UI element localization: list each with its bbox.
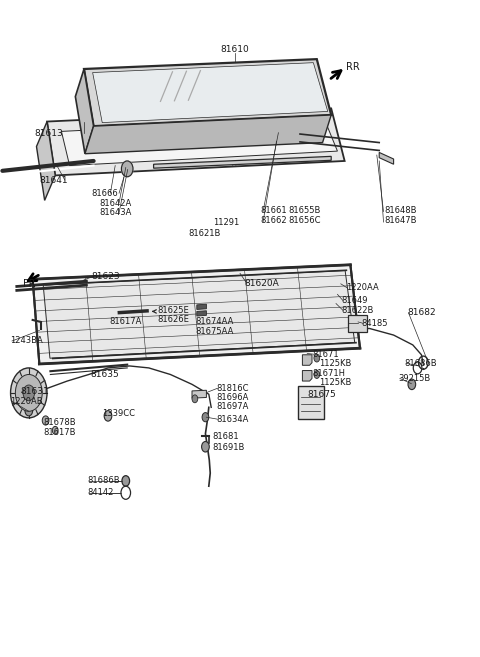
Text: 81643A: 81643A [100,208,132,217]
Polygon shape [61,118,337,166]
Text: 81697A: 81697A [216,402,248,411]
Circle shape [15,374,42,411]
Text: 81613: 81613 [35,129,63,138]
Polygon shape [154,156,331,168]
Text: 81649: 81649 [342,296,368,305]
Text: 81671: 81671 [312,350,338,359]
Bar [298,386,324,419]
Text: 81675: 81675 [307,390,336,399]
Text: 81666: 81666 [91,189,118,198]
Polygon shape [197,304,206,309]
Text: 81634A: 81634A [216,415,248,424]
Text: 81674AA: 81674AA [196,317,234,327]
Text: 1220AB: 1220AB [11,397,43,406]
Text: 81675AA: 81675AA [196,327,234,336]
Text: 81641: 81641 [39,175,68,185]
Polygon shape [192,390,206,398]
Text: 81622B: 81622B [342,306,374,315]
Text: FR: FR [23,279,36,290]
Circle shape [408,379,416,390]
Text: 81625E: 81625E [157,306,189,315]
Text: 81617B: 81617B [43,428,76,437]
Circle shape [104,411,112,421]
Circle shape [202,413,209,422]
Polygon shape [75,69,94,154]
Circle shape [192,395,198,403]
Text: 1125KB: 1125KB [319,359,351,368]
Polygon shape [47,108,345,175]
Text: 81656C: 81656C [288,216,321,225]
Circle shape [314,354,320,362]
Polygon shape [36,122,55,200]
Text: 81655B: 81655B [288,206,320,215]
Text: 81681: 81681 [213,432,239,441]
Text: RR: RR [346,62,360,72]
Polygon shape [85,115,331,154]
Text: 81662: 81662 [261,216,287,225]
Circle shape [122,476,130,486]
Circle shape [121,161,133,177]
Text: 1339CC: 1339CC [102,409,135,418]
Text: 81621B: 81621B [189,229,221,238]
Text: 11291: 11291 [213,218,239,227]
Text: 81686B: 81686B [405,359,437,368]
Polygon shape [302,355,312,365]
Circle shape [23,385,35,401]
Text: 81682: 81682 [407,308,436,317]
Text: 81617A: 81617A [109,317,142,327]
Text: 81678B: 81678B [43,418,76,427]
Polygon shape [93,62,328,123]
Text: 81631: 81631 [21,387,49,396]
Circle shape [52,426,58,434]
Text: 81642A: 81642A [100,198,132,208]
Text: 84185: 84185 [361,319,388,328]
Text: 81623: 81623 [91,272,120,281]
Polygon shape [84,59,331,126]
Bar [348,315,367,332]
Circle shape [314,371,320,378]
Circle shape [202,442,209,452]
Text: 1243BA: 1243BA [11,336,43,346]
Circle shape [42,416,49,425]
Text: 81647B: 81647B [384,216,417,225]
Text: 84142: 84142 [88,487,114,497]
Text: 81671H: 81671H [312,369,345,378]
Polygon shape [33,265,360,364]
Polygon shape [43,271,355,358]
Circle shape [25,405,33,416]
Text: 81661: 81661 [261,206,287,215]
Polygon shape [302,371,312,381]
Text: 81648B: 81648B [384,206,417,215]
Text: 81626E: 81626E [157,315,189,325]
Text: 1220AA: 1220AA [346,283,378,292]
Polygon shape [197,311,206,316]
Circle shape [11,368,47,418]
Text: 81610: 81610 [221,45,250,55]
Text: 81691B: 81691B [213,443,245,452]
Text: 1125KB: 1125KB [319,378,351,387]
Text: 81696A: 81696A [216,393,248,402]
Text: 81816C: 81816C [216,384,249,393]
Text: 81635: 81635 [90,370,119,379]
Text: 39215B: 39215B [398,374,431,383]
Text: 81620A: 81620A [245,279,279,288]
Polygon shape [379,152,394,164]
Text: 81686B: 81686B [88,476,120,486]
